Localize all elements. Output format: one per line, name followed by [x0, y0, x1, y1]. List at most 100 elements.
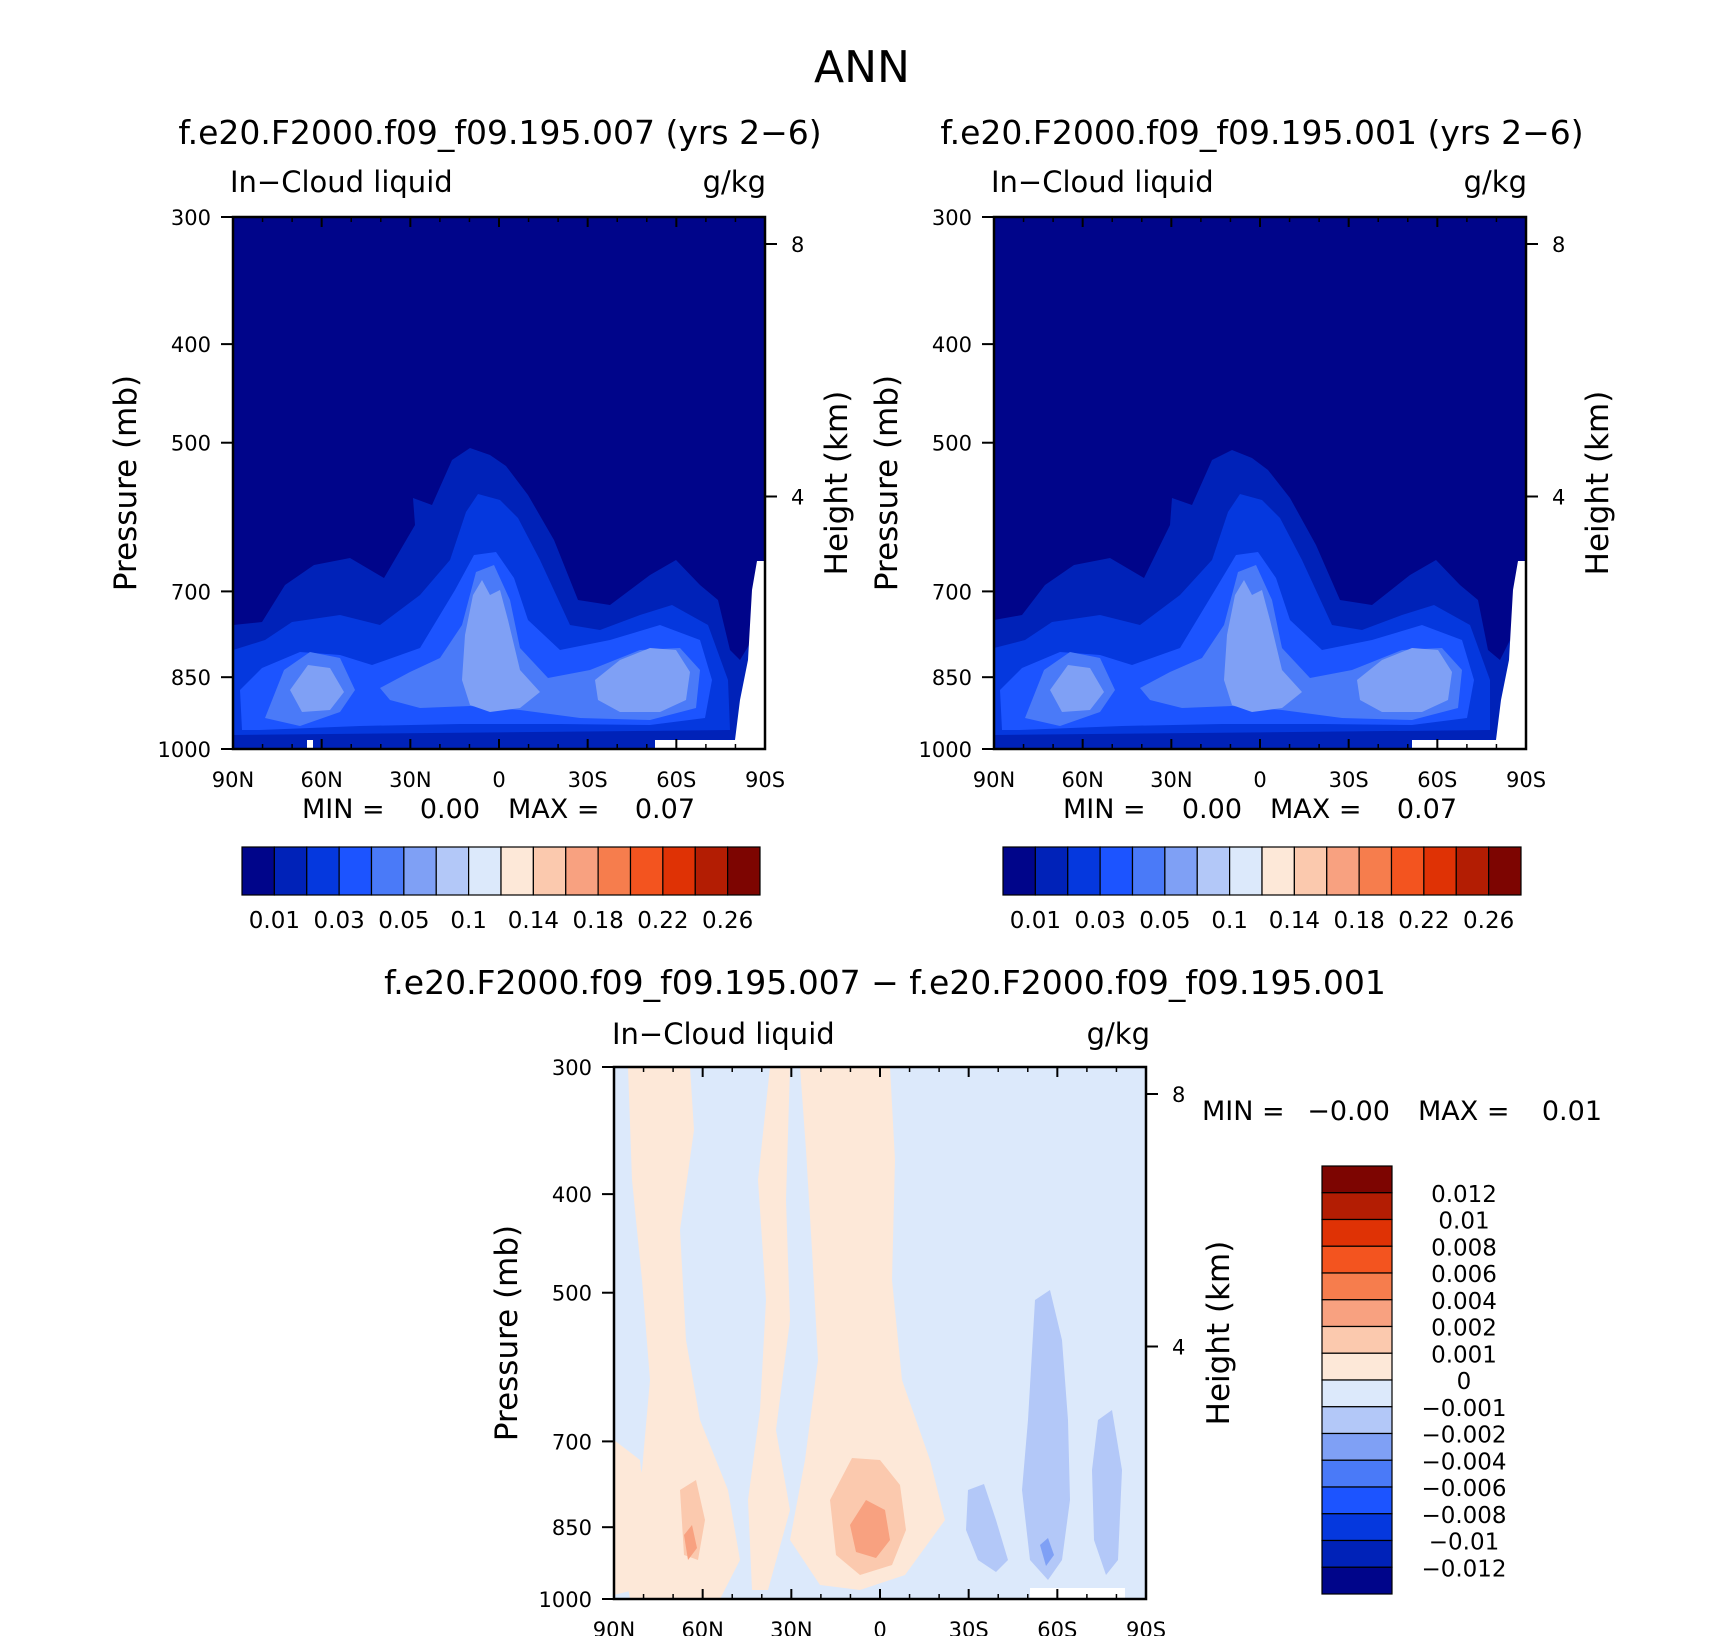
panel-3-colorbar-box — [1321, 1513, 1393, 1542]
panel-1-colorbar-label: 0.14 — [508, 908, 559, 934]
panel-2-colorbar-label: 0.01 — [1010, 908, 1061, 934]
panel-3-positive-2 — [680, 1458, 906, 1575]
panel-3-positive-band-1 — [620, 1067, 740, 1599]
panel-3-title: f.e20.F2000.f09_f09.195.007 − f.e20.F200… — [384, 963, 1386, 1002]
panel-1-colorbar-box — [435, 846, 470, 896]
panel-3-y2-ticklabel: 4 — [1172, 1336, 1185, 1360]
panel-1-y-ticklabel: 850 — [171, 666, 211, 690]
panel-3-colorbar-label: −0.002 — [1421, 1423, 1506, 1449]
panel-1-y-ticklabel: 700 — [171, 580, 211, 604]
panel-1-colorbar-box — [597, 846, 632, 896]
panel-1-missing-north — [307, 740, 313, 749]
page-title: ANN — [814, 42, 910, 93]
panel-1-plot-area — [231, 215, 767, 751]
panel-2-y-ticklabel: 850 — [932, 666, 972, 690]
panel-3-negative-2 — [1040, 1538, 1054, 1566]
panel-2-colorbar-box — [1067, 846, 1101, 896]
panel-3-max-value: 0.01 — [1542, 1096, 1602, 1127]
panel-3-colorbar-label: 0.012 — [1431, 1182, 1497, 1208]
panel-3-y-ticklabel: 700 — [552, 1430, 592, 1454]
panel-3-x-ticklabel: 90N — [593, 1618, 635, 1636]
panel-2-colorbar-box — [1229, 846, 1263, 896]
panel-1-colorbar-box — [694, 846, 729, 896]
panel-2-y-ticklabel: 500 — [932, 432, 972, 456]
panel-2-y-ticklabel: 400 — [932, 333, 972, 357]
panel-3-positive-band-4 — [614, 1440, 648, 1595]
panel-2-y2-ticklabel: 4 — [1552, 486, 1565, 510]
panel-3-colorbar-box — [1321, 1566, 1393, 1595]
panel-3-colorbar-box — [1321, 1352, 1393, 1381]
panel-3-y-ticklabel: 500 — [552, 1282, 592, 1306]
panel-1-missing-south — [655, 561, 765, 749]
panel-3-colorbar-label: −0.008 — [1421, 1503, 1506, 1529]
panel-1-x-ticklabel: 30S — [568, 768, 608, 792]
panel-3-colorbar-label: 0.006 — [1431, 1262, 1497, 1288]
panel-1-colorbar-label: 0.01 — [249, 908, 300, 934]
panel-1-colorbar: 0.01 0.03 0.05 0.1 0.14 0.18 0.22 0.26 — [241, 846, 761, 934]
panel-3-colorbar-box — [1321, 1379, 1393, 1408]
panel-3-positive-3 — [684, 1500, 890, 1560]
panel-3-colorbar-box — [1321, 1459, 1393, 1488]
panel-1-x-ticklabel: 0 — [492, 768, 505, 792]
panel-3-y2label: Height (km) — [1201, 1241, 1237, 1426]
panel-2-y-ticklabel: 300 — [932, 206, 972, 230]
panel-2-colorbar-box — [1131, 846, 1166, 896]
panel-1-colorbar-label: 0.1 — [450, 908, 487, 934]
panel-1-colorbar-box — [532, 846, 567, 896]
panel-1-left-label: In−Cloud liquid — [230, 165, 453, 199]
panel-1-colorbar-label: 0.05 — [378, 908, 429, 934]
panel-3-min-label: MIN = — [1202, 1096, 1285, 1127]
panel-1-colorbar-box — [565, 846, 599, 896]
panel-3-colorbar-box — [1321, 1299, 1393, 1328]
panel-2-colorbar-box — [1390, 846, 1425, 896]
panel-3-colorbar-label: 0.004 — [1431, 1289, 1497, 1315]
panel-2-colorbar-label: 0.05 — [1139, 908, 1190, 934]
panel-2-x-ticklabel: 90S — [1506, 768, 1546, 792]
panel-1-colorbar-box — [403, 846, 437, 896]
panel-2-min-value: 0.00 — [1182, 794, 1242, 825]
panel-3-colorbar-box — [1321, 1165, 1393, 1194]
panel-3-ylabel: Pressure (mb) — [489, 1225, 525, 1441]
panel-1-right-label: g/kg — [703, 165, 766, 199]
panel-2-x-ticklabel: 0 — [1253, 768, 1266, 792]
panel-3-y-ticklabel: 850 — [552, 1516, 592, 1540]
panel-2-x-ticklabel: 30N — [1150, 768, 1192, 792]
panel-1-colorbar-label: 0.26 — [702, 908, 753, 934]
panel-2-colorbar-label: 0.26 — [1463, 908, 1514, 934]
panel-3-x-ticklabel: 90S — [1126, 1618, 1166, 1636]
panel-2-colorbar-box — [1164, 846, 1198, 896]
panel-2-x-ticklabel: 60N — [1061, 768, 1103, 792]
panel-1-y2label: Height (km) — [819, 391, 855, 576]
panel-3-colorbar-box — [1321, 1272, 1393, 1301]
panel-2-y2-ticklabel: 8 — [1552, 233, 1565, 257]
panel-1-x-ticklabel: 30N — [389, 768, 431, 792]
panel-1-colorbar-box — [662, 846, 696, 896]
panel-2-colorbar-box — [1423, 846, 1457, 896]
panel-1-y2-ticklabel: 8 — [791, 233, 804, 257]
panel-2-colorbar-box — [1488, 846, 1522, 896]
panel-2-max-value: 0.07 — [1397, 794, 1457, 825]
panel-1-colorbar-box — [468, 846, 502, 896]
panel-1-y-ticklabel: 500 — [171, 432, 211, 456]
panel-2-left-label: In−Cloud liquid — [991, 165, 1214, 199]
panel-3-colorbar-label: 0.01 — [1438, 1209, 1489, 1235]
panel-3-y-ticklabel: 400 — [552, 1183, 592, 1207]
panel-1-surface-band — [233, 735, 713, 749]
panel-1-x-ticklabel: 90S — [745, 768, 785, 792]
panel-1-x-ticklabel: 60N — [300, 768, 342, 792]
panel-3-colorbar-box — [1321, 1539, 1393, 1568]
panel-2-title: f.e20.F2000.f09_f09.195.001 (yrs 2−6) — [940, 113, 1583, 152]
panel-3-x-ticklabel: 30S — [949, 1618, 989, 1636]
panel-2-colorbar-box — [1034, 846, 1069, 896]
panel-3-colorbar-label: −0.001 — [1421, 1396, 1506, 1422]
panel-1-colorbar-label: 0.03 — [314, 908, 365, 934]
panel-3-colorbar-label: 0 — [1457, 1369, 1472, 1395]
panel-3-x-ticklabel: 30N — [770, 1618, 812, 1636]
panel-3-max-label: MAX = — [1418, 1096, 1509, 1127]
panel-2-colorbar-label: 0.22 — [1398, 908, 1449, 934]
panel-2-x-ticklabel: 30S — [1329, 768, 1369, 792]
panel-3-colorbar-label: −0.004 — [1421, 1449, 1506, 1475]
panel-3-colorbar-label: −0.012 — [1421, 1556, 1506, 1582]
panel-1-colorbar-box — [306, 846, 340, 896]
